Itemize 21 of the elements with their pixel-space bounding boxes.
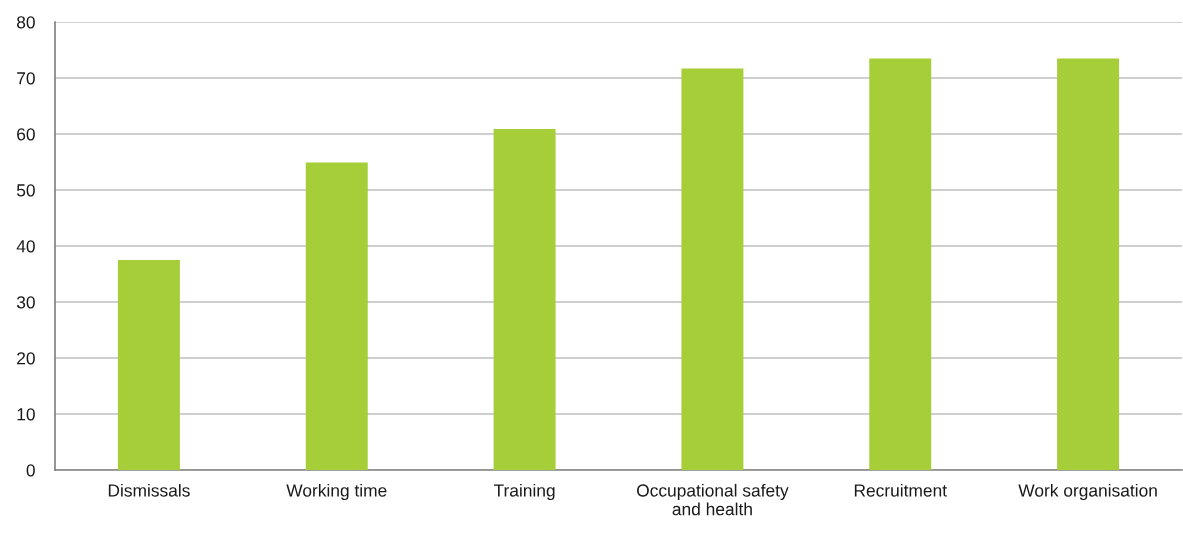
x-tick-label: Working time (286, 483, 387, 501)
bar (117, 260, 180, 470)
y-tick-label: 70 (17, 72, 35, 85)
bar (493, 128, 556, 470)
x-tick-label: Training (493, 483, 555, 501)
bar (681, 68, 744, 470)
y-tick-label: 40 (16, 240, 35, 253)
y-tick-label: 50 (16, 184, 35, 197)
y-tick-label: 60 (17, 128, 35, 141)
y-tick-label: 20 (17, 352, 35, 365)
y-tick-label: 30 (16, 296, 35, 309)
bar (869, 58, 932, 470)
y-tick-label: 0 (26, 464, 35, 477)
x-tick-label: Dismissals (108, 483, 190, 497)
x-tick-label: Work organisation (1018, 483, 1157, 501)
x-tick-label: Occupational safety and health (637, 483, 789, 516)
y-tick-label: 10 (17, 408, 35, 421)
bar (1057, 58, 1120, 470)
x-tick-label: Recruitment (854, 483, 947, 497)
bar (305, 162, 368, 470)
y-tick-label: 80 (17, 16, 35, 29)
